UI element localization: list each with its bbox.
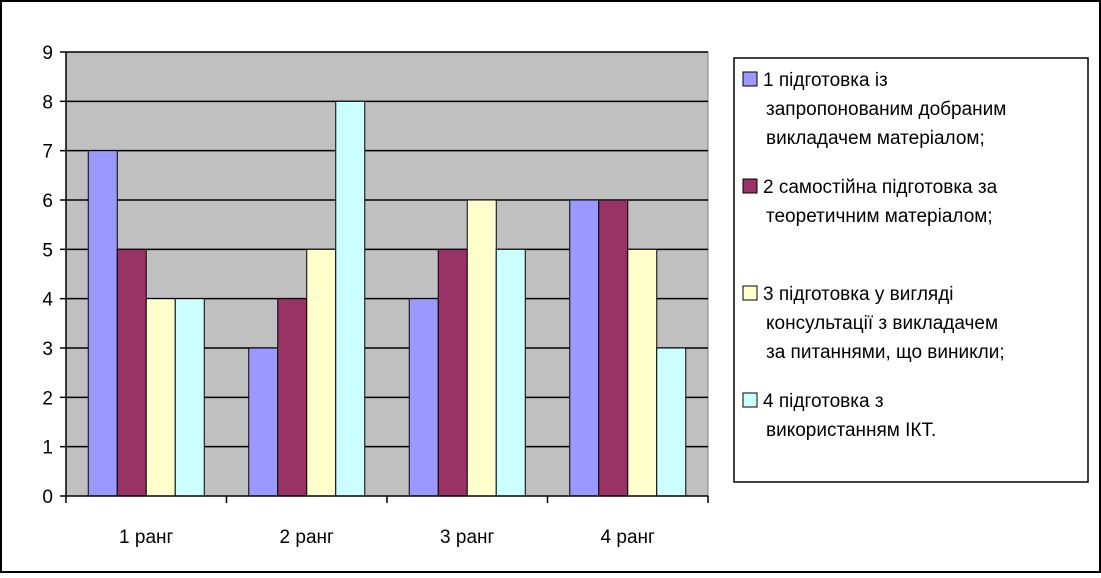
legend-swatch [742, 178, 758, 194]
legend-label: 3 підготовка у вигляді [763, 284, 954, 305]
y-tick-label: 9 [42, 43, 53, 64]
bar [277, 298, 308, 497]
bar [335, 100, 366, 497]
x-category-label: 3 ранг [440, 527, 494, 548]
legend-label: консультації з викладачем [766, 313, 998, 334]
legend-label: за питаннями, що виникли; [766, 342, 1005, 363]
bar [569, 199, 600, 497]
bar [437, 248, 468, 497]
y-tick-label: 3 [42, 339, 53, 360]
bar [174, 298, 205, 497]
bar [145, 298, 176, 497]
bar [306, 248, 337, 497]
x-category-label: 1 ранг [119, 527, 173, 548]
y-tick-label: 5 [42, 240, 53, 261]
plot-area [65, 51, 709, 497]
legend-box [733, 57, 1089, 483]
y-tick-label: 6 [42, 191, 53, 212]
x-category-label: 2 ранг [280, 527, 334, 548]
bar [656, 347, 687, 497]
axes: 0 1 2 3 4 5 6 7 8 9 1 ранг 2 ранг 3 ранг 4 ранг [42, 43, 709, 548]
legend-swatch [742, 392, 758, 408]
y-tick-label: 2 [42, 388, 53, 409]
bar [116, 248, 147, 497]
y-tick-label: 8 [42, 92, 53, 113]
legend-label: 1 підготовка із [763, 70, 888, 91]
bar [87, 150, 118, 497]
legend-label: 4 підготовка з [763, 391, 884, 412]
legend-label: викладачем матеріалом; [766, 128, 985, 149]
x-category-label: 4 ранг [601, 527, 655, 548]
legend-label: 2 самостійна підготовка за [763, 177, 998, 198]
bar [627, 248, 658, 497]
bar [408, 298, 439, 497]
y-tick-label: 1 [42, 438, 53, 459]
legend: 1 підготовка із запропонованим добраним ви… [733, 57, 1089, 483]
bar [466, 199, 497, 497]
bar [598, 199, 629, 497]
legend-label: запропонованим добраним [766, 99, 1006, 120]
bar [248, 347, 279, 497]
bar [495, 248, 526, 497]
y-tick-label: 4 [42, 290, 53, 311]
y-tick-label: 7 [42, 142, 53, 163]
y-tick-label: 0 [42, 487, 53, 508]
legend-swatch [742, 285, 758, 301]
legend-label: теоретичним матеріалом; [766, 206, 993, 227]
legend-swatch [742, 71, 758, 87]
legend-label: використанням ІКТ. [766, 420, 936, 441]
